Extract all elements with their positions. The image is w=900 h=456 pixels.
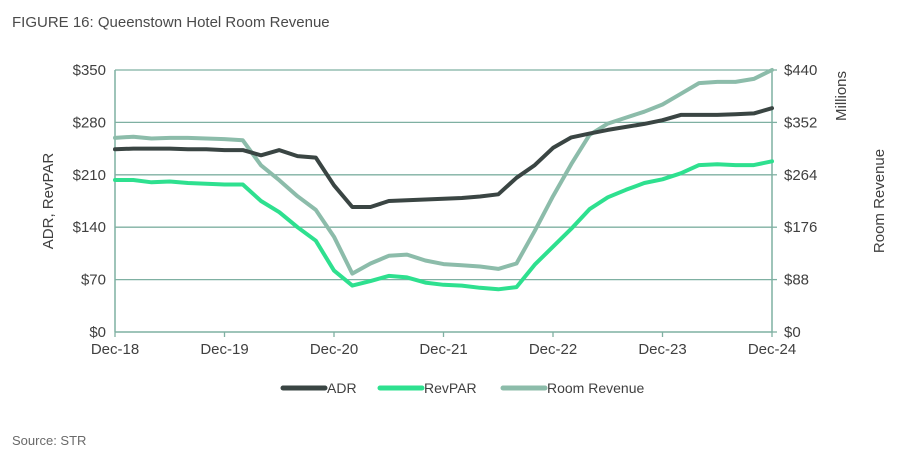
x-tick-label: Dec-22 — [529, 341, 577, 358]
x-axis-ticks: Dec-18 Dec-19 Dec-20 Dec-21 Dec-22 Dec-23 Dec-… — [91, 341, 796, 358]
x-tick-label: Dec-18 — [91, 341, 139, 358]
y-tick-label: $70 — [81, 272, 106, 289]
series-line-adr — [113, 106, 774, 209]
legend-item-revpar: RevPAR — [377, 380, 477, 396]
y2-tick-label: $176 — [784, 219, 817, 236]
figure-title: FIGURE 16: Queenstown Hotel Room Revenue — [12, 14, 330, 31]
y-tick-label: $140 — [73, 219, 106, 236]
y2-tick-label: $264 — [784, 167, 817, 184]
x-tick-label: Dec-21 — [419, 341, 467, 358]
y-tick-label: $0 — [89, 324, 106, 341]
x-tick-label: Dec-19 — [200, 341, 248, 358]
series-line-revpar — [113, 159, 774, 292]
y2-axis-unit: Millions — [833, 71, 850, 121]
y-axis-ticks: $0 $70 $140 $210 $280 $350 — [73, 62, 106, 341]
y2-tick-label: $440 — [784, 62, 817, 79]
series-lines — [113, 68, 774, 292]
x-tick-label: Dec-24 — [748, 341, 796, 358]
legend-item-adr: ADR — [280, 380, 357, 396]
legend-item-room-revenue: Room Revenue — [500, 380, 644, 396]
y-tick-label: $210 — [73, 167, 106, 184]
y2-tick-label: $0 — [784, 324, 801, 341]
y2-axis-title: Room Revenue — [871, 149, 888, 253]
gridlines — [115, 69, 772, 281]
legend-label: Room Revenue — [547, 380, 644, 396]
legend: ADR RevPAR Room Revenue — [280, 380, 644, 396]
y2-tick-label: $352 — [784, 114, 817, 131]
x-tick-label: Dec-23 — [638, 341, 686, 358]
y2-axis-ticks: $0 $88 $176 $264 $352 $440 — [784, 62, 817, 341]
x-tick-label: Dec-20 — [310, 341, 358, 358]
y-tick-label: $280 — [73, 114, 106, 131]
axes — [114, 69, 777, 337]
legend-label: ADR — [327, 380, 357, 396]
series-line-room-revenue — [113, 68, 774, 276]
y-axis-title: ADR, RevPAR — [40, 153, 57, 250]
y2-tick-label: $88 — [784, 272, 809, 289]
legend-label: RevPAR — [424, 380, 477, 396]
y-tick-label: $350 — [73, 62, 106, 79]
source-note: Source: STR — [12, 433, 87, 448]
